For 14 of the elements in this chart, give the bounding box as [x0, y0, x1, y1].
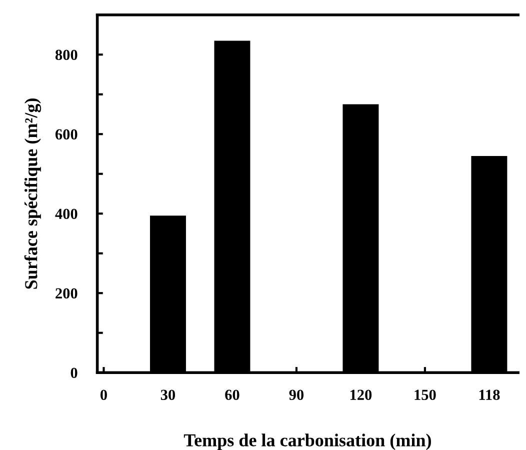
x-tick-label: 30: [160, 390, 176, 400]
y-tick-label: 400: [55, 208, 78, 220]
x-tick-label: 0: [100, 390, 107, 400]
x-tick-label: 120: [350, 390, 372, 400]
x-tick-label: 118: [479, 390, 500, 400]
x-axis-title: Temps de la carbonisation (min): [184, 434, 431, 450]
x-tick-label: 60: [225, 390, 240, 400]
x-tick-label: 90: [289, 390, 304, 400]
y-tick-label: 800: [55, 50, 78, 60]
y-tick-label: 0: [70, 368, 78, 378]
x-tick-label: 150: [414, 390, 436, 400]
y-axis-title: Surface spécifique (m²/g): [24, 98, 42, 289]
y-tick-label: 600: [55, 129, 78, 140]
y-tick-label: 200: [56, 288, 78, 299]
